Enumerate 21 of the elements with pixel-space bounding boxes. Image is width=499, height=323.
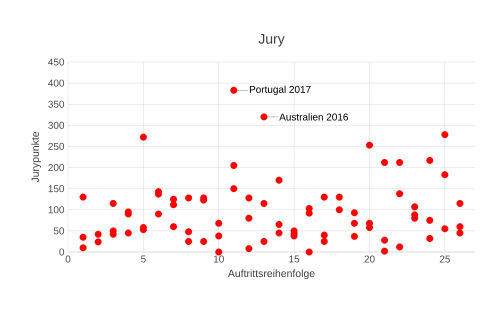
y-axis-title: Jurypunkte bbox=[31, 132, 42, 182]
x-tick-label: 20 bbox=[364, 256, 375, 263]
y-tick-label: 250 bbox=[48, 142, 64, 150]
y-tick-label: 50 bbox=[54, 227, 64, 234]
x-axis-title: Auftrittsreihenfolge bbox=[228, 269, 315, 280]
x-tick-label: 10 bbox=[214, 256, 224, 263]
y-tick-label: 200 bbox=[48, 164, 64, 172]
x-tick-label: 0 bbox=[66, 256, 70, 263]
y-tick-label: 400 bbox=[48, 80, 64, 87]
y-tick-label: 350 bbox=[48, 100, 64, 108]
y-tick-label: 150 bbox=[48, 185, 64, 192]
annotation: Australien 2016 bbox=[279, 113, 348, 121]
y-tick-label: 0 bbox=[59, 248, 64, 256]
y-tick-label: 300 bbox=[48, 122, 64, 129]
x-tick-label: 25 bbox=[440, 256, 450, 263]
x-tick-label: 5 bbox=[141, 256, 146, 262]
chart-title: Jury bbox=[258, 34, 285, 46]
annotation: Portugal 2017 bbox=[250, 86, 311, 95]
y-tick-label: 450 bbox=[48, 58, 64, 66]
y-tick-label: 100 bbox=[48, 206, 64, 214]
x-tick-label: 15 bbox=[289, 256, 300, 262]
